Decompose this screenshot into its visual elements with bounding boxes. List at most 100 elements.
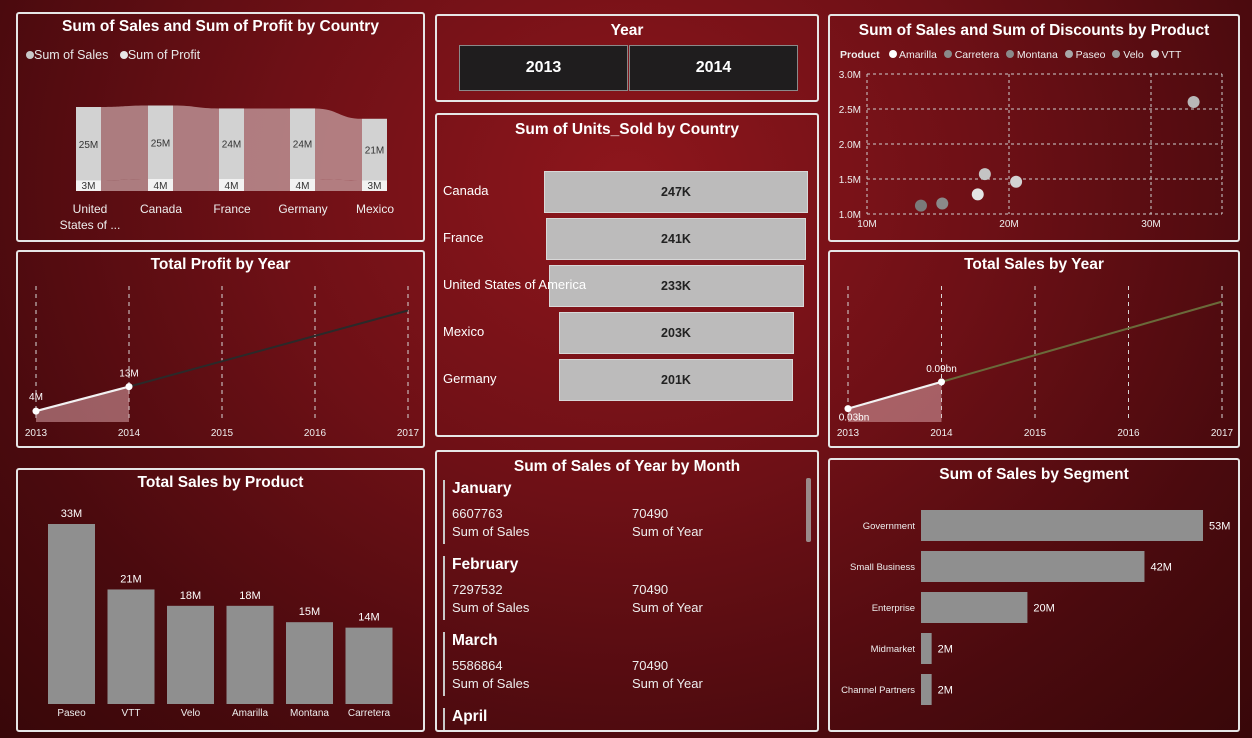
month-card-february[interactable]: February 7297532 70490 Sum of Sales Sum …	[443, 556, 812, 620]
scatter-point	[971, 188, 984, 201]
scrollbar[interactable]	[806, 478, 811, 542]
sales-label: 25M	[79, 140, 98, 151]
sales-column	[290, 108, 315, 179]
year-2013-button[interactable]: 2013	[459, 45, 628, 91]
product-bar	[226, 605, 274, 704]
year-value: 70490	[632, 658, 669, 673]
sales-discounts-scatter-panel[interactable]: Sum of Sales and Sum of Discounts by Pro…	[828, 14, 1240, 242]
slicer-title: Year	[610, 22, 644, 39]
sales-column	[76, 107, 101, 181]
units-bar[interactable]: 203K	[558, 312, 794, 354]
year-value: 70490	[632, 582, 669, 597]
legend: Sum of Sales Sum of Profit	[26, 48, 200, 62]
x-tick-label: 2016	[1117, 428, 1140, 439]
sales-value: 7297532	[452, 582, 503, 597]
product-bar-chart[interactable]: 33M Paseo 21M VTT 18M Velo 18M Amarilla 15M Monta…	[18, 470, 425, 732]
x-tick-label: 2015	[1024, 428, 1047, 439]
data-label: 4M	[29, 392, 43, 403]
units-sold-by-country-panel[interactable]: Sum of Units_Sold by Country 247K Canada 2…	[435, 113, 819, 437]
category-label: United	[73, 202, 108, 216]
month-card-march[interactable]: March 5586864 70490 Sum of Sales Sum of …	[443, 632, 812, 696]
x-tick-label: 10M	[857, 219, 876, 230]
category-label: Paseo	[57, 708, 86, 719]
legend-vtt: VTT	[1161, 49, 1182, 61]
month-card-january[interactable]: January 6607763 70490 Sum of Sales Sum o…	[443, 480, 812, 544]
segment-bar-chart[interactable]: Government 53M Small Business 42M Enterprise…	[830, 460, 1240, 732]
month-name: March	[452, 632, 498, 649]
category-label: VTT	[122, 708, 141, 719]
y-tick-label: 2.5M	[839, 105, 861, 116]
profit-by-year-panel[interactable]: Total Profit by Year 2013 2014 2015 2016 201…	[16, 250, 425, 448]
units-bar-row[interactable]: 241K France	[437, 218, 817, 260]
segment-label: Midmarket	[871, 644, 916, 655]
category-label: France	[213, 202, 251, 216]
panel-title: Sum of Sales of Year by Month	[513, 458, 741, 475]
y-tick-label: 1.0M	[839, 210, 861, 221]
segment-label: Enterprise	[872, 603, 915, 614]
segment-label: Government	[863, 521, 916, 532]
sales-column	[362, 118, 387, 181]
panel-title: Total Sales by Product	[137, 474, 304, 491]
data-label: 14M	[358, 612, 379, 624]
units-bar[interactable]: 241K	[546, 218, 806, 260]
area-fill	[36, 386, 129, 422]
units-bar-row[interactable]: 201K Germany	[437, 359, 817, 401]
data-label: 0.09bn	[926, 364, 957, 375]
legend-paseo: Paseo	[1075, 49, 1106, 61]
profit-ribbon	[101, 179, 148, 191]
year-2014-button[interactable]: 2014	[629, 45, 798, 91]
x-tick-label: 2014	[118, 428, 141, 439]
sales-profit-by-country-panel[interactable]: Sum of Sales and Sum of Profit by Countr…	[16, 12, 425, 242]
data-label: 42M	[1150, 562, 1171, 574]
sales-label: 24M	[222, 140, 241, 151]
sales-label: Sum of Sales	[452, 600, 530, 615]
product-bar	[48, 524, 95, 704]
units-bar[interactable]: 201K	[559, 359, 793, 401]
profit-ribbon	[173, 179, 219, 191]
units-bar[interactable]: 233K	[548, 265, 804, 307]
profit-label: 4M	[225, 181, 239, 192]
year-slicer-panel: Year 2013 2014	[435, 14, 819, 102]
profit-label: 3M	[368, 181, 382, 192]
data-label: 33M	[61, 508, 82, 520]
panel-title: Sum of Sales and Sum of Profit by Countr…	[62, 18, 379, 35]
profit-column	[219, 179, 244, 191]
legend-profit: Sum of Profit	[127, 48, 201, 62]
product-bar	[345, 627, 393, 704]
month-name: January	[452, 480, 512, 497]
segment-label: Small Business	[850, 562, 915, 573]
month-card-april[interactable]: April	[443, 708, 812, 730]
segment-bar	[921, 674, 932, 705]
units-bar-row[interactable]: 203K Mexico	[437, 312, 817, 354]
panel-title: Sum of Sales and Sum of Discounts by Pro…	[858, 22, 1210, 39]
product-bar	[167, 605, 214, 704]
units-bar-chart[interactable]: 247K Canada 241K France 233K United States of…	[437, 115, 817, 435]
legend-montana: Montana	[1016, 49, 1058, 61]
country-label: Mexico	[443, 324, 485, 339]
profit-line-chart[interactable]: 2013 2014 2015 2016 2017 4M 13M	[18, 252, 425, 448]
sales-by-month-panel[interactable]: Sum of Sales of Year by Month January 66…	[435, 450, 819, 732]
units-bar-row[interactable]: 247K Canada	[437, 171, 817, 213]
scatter-point	[914, 199, 927, 212]
sales-label: 25M	[151, 138, 170, 149]
year-label: Sum of Year	[632, 600, 703, 615]
data-line	[35, 385, 130, 413]
scatter-point	[936, 197, 949, 210]
legend-amarilla: Amarilla	[898, 49, 937, 61]
sales-by-product-panel[interactable]: Total Sales by Product 33M Paseo 21M VTT 18M…	[16, 468, 425, 732]
scatter-chart[interactable]: 1.0M 1.5M 2.0M 2.5M 3.0M 10M 20M 30M	[830, 16, 1240, 242]
country-label: France	[443, 230, 484, 245]
units-bar-row[interactable]: 233K United States of America	[437, 265, 817, 307]
sales-by-year-panel[interactable]: Total Sales by Year 2013 2014 2015 2016 2017…	[828, 250, 1240, 448]
panel-title: Sum of Sales by Segment	[939, 466, 1129, 483]
sales-line-chart[interactable]: 2013 2014 2015 2016 2017 0.03bn 0.09bn	[830, 252, 1240, 448]
ribbon-chart[interactable]: 25M 3M 25M 4M 24M 4M 24M 4M 21M 3M United States of…	[18, 14, 425, 242]
sales-column	[148, 105, 173, 179]
scatter-point	[1187, 96, 1200, 108]
units-bar[interactable]: 247K	[544, 171, 808, 213]
sales-by-segment-panel[interactable]: Sum of Sales by Segment Government 53M Sma…	[828, 458, 1240, 732]
x-tick-label: 20M	[999, 219, 1018, 230]
profit-column	[362, 180, 387, 191]
data-point	[125, 383, 133, 391]
panel-title: Total Sales by Year	[964, 256, 1104, 273]
